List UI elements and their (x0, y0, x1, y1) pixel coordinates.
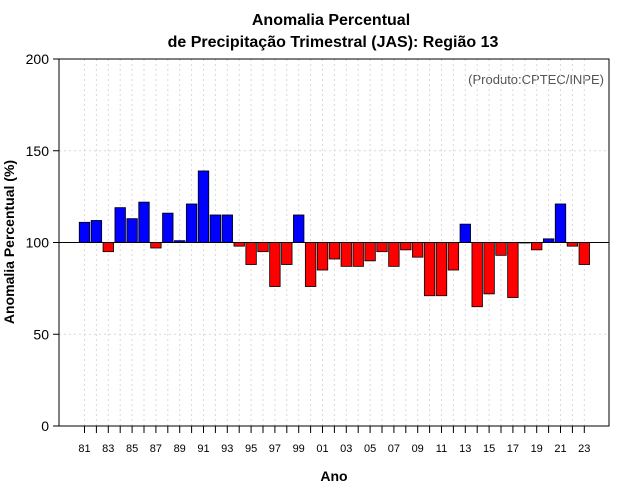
bar-06 (376, 242, 388, 253)
x-tick-label: 01 (316, 443, 328, 455)
chart-title-line1: Anomalia Percentual (252, 12, 410, 29)
y-tick-label: 50 (33, 326, 49, 342)
x-tick-label: 03 (340, 443, 352, 455)
x-tick-label: 99 (293, 443, 305, 455)
bar-12 (447, 242, 460, 271)
bar-96 (257, 242, 269, 253)
bar-95 (245, 242, 257, 265)
bar-17 (507, 242, 519, 298)
bar-82 (90, 220, 103, 243)
bar-85 (126, 218, 138, 243)
y-axis-label: Anomalia Percentual (%) (1, 160, 17, 324)
x-tick-label: 95 (245, 443, 257, 455)
x-tick-label: 23 (578, 443, 590, 455)
x-tick-label: 81 (78, 443, 90, 455)
bar-05 (364, 242, 376, 262)
bar-10 (423, 242, 436, 297)
grid (59, 59, 609, 426)
bar-84 (114, 207, 126, 243)
ticks: 0 50 100 150 200 81 83 85 87 89 91 93 95 97 99 01 03 05 07… (26, 51, 591, 455)
bar-92 (209, 214, 222, 243)
bar-16 (495, 242, 507, 256)
x-tick-label: 05 (364, 443, 376, 455)
bar-01 (316, 242, 329, 271)
bar-94 (233, 242, 245, 247)
bar-02 (328, 242, 341, 260)
x-tick-label: 15 (483, 443, 495, 455)
x-tick-label: 21 (554, 443, 566, 455)
bar-22 (566, 242, 579, 247)
y-tick-label: 100 (26, 235, 50, 251)
x-tick-label: 89 (174, 443, 186, 455)
bar-03 (340, 242, 352, 267)
x-axis-label: Ano (320, 468, 347, 484)
x-tick-label: 97 (269, 443, 281, 455)
bar-00 (304, 242, 317, 287)
bar-08 (400, 242, 412, 251)
bar-09 (412, 242, 424, 258)
bar-14 (471, 242, 483, 308)
x-tick-label: 07 (388, 443, 400, 455)
bar-13 (459, 223, 471, 243)
bar-86 (138, 201, 150, 243)
x-tick-label: 93 (221, 443, 233, 455)
bar-87 (150, 242, 162, 249)
x-tick-label: 87 (150, 443, 162, 455)
bar-23 (578, 242, 590, 265)
bar-97 (269, 242, 281, 287)
x-tick-label: 19 (531, 443, 543, 455)
x-tick-label: 17 (507, 443, 519, 455)
bars (78, 170, 590, 308)
y-tick-label: 0 (41, 418, 49, 434)
x-tick-label: 83 (102, 443, 114, 455)
x-tick-label: 85 (126, 443, 138, 455)
bar-15 (483, 242, 495, 295)
bar-91 (197, 170, 210, 243)
bar-90 (185, 203, 198, 243)
chart-title-line2: de Precipitação Trimestral (JAS): Região… (168, 34, 499, 51)
bar-11 (435, 242, 448, 297)
bar-19 (531, 242, 543, 251)
bar-98 (281, 242, 293, 265)
x-tick-label: 91 (197, 443, 209, 455)
bar-81 (78, 221, 91, 243)
x-tick-label: 11 (436, 443, 447, 455)
bar-20 (542, 238, 555, 243)
bar-21 (554, 203, 567, 243)
bar-88 (162, 212, 174, 243)
bar-99 (293, 214, 305, 243)
y-tick-label: 200 (26, 51, 50, 67)
x-tick-label: 09 (412, 443, 424, 455)
bar-83 (102, 242, 114, 253)
bar-07 (388, 242, 400, 267)
bar-93 (221, 214, 233, 243)
x-tick-label: 13 (459, 443, 471, 455)
bar-04 (352, 242, 364, 267)
credit-label: (Produto:CPTEC/INPE) (468, 72, 604, 87)
y-tick-label: 150 (26, 143, 50, 159)
